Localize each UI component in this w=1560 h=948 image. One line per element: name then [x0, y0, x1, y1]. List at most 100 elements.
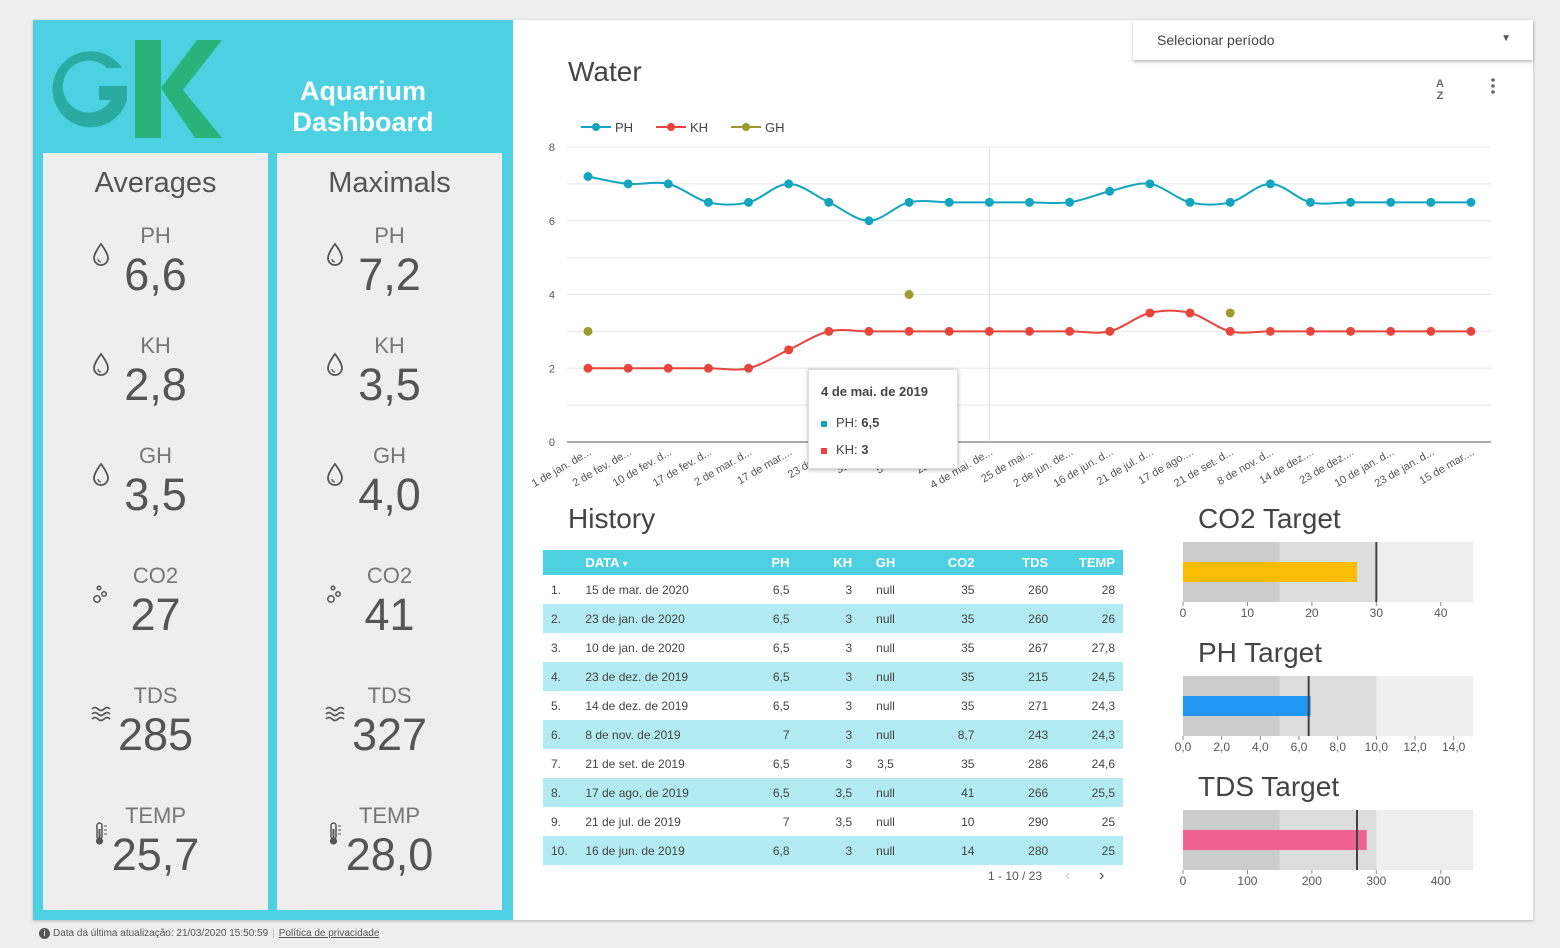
data-point-gh[interactable] [1225, 308, 1235, 318]
thermometer-icon [324, 821, 346, 847]
data-point-kh[interactable] [703, 363, 713, 373]
value-bar[interactable] [1183, 830, 1367, 850]
data-point-kh[interactable] [623, 363, 633, 373]
tick-label: 2,0 [1213, 740, 1230, 754]
data-point-ph[interactable] [824, 197, 834, 207]
data-point-kh[interactable] [1065, 326, 1075, 336]
data-point-ph[interactable] [663, 179, 673, 189]
cell-tds: 260 [1028, 582, 1049, 597]
row-index: 8. [543, 778, 576, 807]
data-point-kh[interactable] [944, 326, 954, 336]
data-point-ph[interactable] [944, 197, 954, 207]
table-row[interactable]: 7. 21 de set. de 2019 6,5 3 3,5 35 286 24,6 [543, 749, 1123, 778]
more-vertical-icon[interactable] [1483, 76, 1503, 96]
data-point-kh[interactable] [1105, 326, 1115, 336]
table-row[interactable]: 10. 16 de jun. de 2019 6,8 3 null 14 280 25 [543, 836, 1123, 865]
stat-ph: PH 7,2 [277, 223, 502, 333]
privacy-link[interactable]: Política de privacidade [278, 928, 380, 939]
cell-data: 16 de jun. de 2019 [575, 836, 727, 865]
data-point-kh[interactable] [1025, 326, 1034, 336]
data-point-ph[interactable] [744, 197, 754, 207]
data-point-ph[interactable] [984, 197, 994, 207]
data-point-ph[interactable] [904, 197, 914, 207]
data-point-ph[interactable] [1466, 197, 1476, 207]
stat-value: 327 [351, 709, 428, 760]
data-point-kh[interactable] [1265, 326, 1275, 336]
cell-kh: 3 [789, 720, 853, 749]
data-point-kh[interactable] [1346, 326, 1356, 336]
col-co2[interactable]: CO2 [918, 550, 975, 575]
tick-label: 200 [1302, 874, 1322, 888]
data-point-ph[interactable] [1265, 179, 1275, 189]
table-row[interactable]: 5. 14 de dez. de 2019 6,5 3 null 35 271 24,3 [543, 691, 1123, 720]
cell-gh: null [852, 836, 919, 865]
table-row[interactable]: 3. 10 de jan. de 2020 6,5 3 null 35 267 27,8 [543, 633, 1123, 662]
col-kh[interactable]: KH [789, 550, 853, 575]
data-point-gh[interactable] [904, 290, 914, 299]
data-point-ph[interactable] [703, 197, 713, 207]
tooltip-kh-value: 3 [861, 442, 869, 457]
data-point-kh[interactable] [583, 363, 593, 373]
data-point-kh[interactable] [784, 345, 794, 355]
dashboard-canvas: Aquarium Dashboard Averages PH 6,6 KH 2,8 GH… [33, 20, 1533, 920]
col-data[interactable]: DATA ▾ [575, 550, 727, 575]
data-point-gh[interactable] [583, 326, 593, 336]
data-point-kh[interactable] [824, 326, 834, 336]
value-bar[interactable] [1183, 562, 1357, 582]
table-row[interactable]: 6. 8 de nov. de 2019 7 3 null 8,7 243 24,3 [543, 720, 1123, 749]
col-ph[interactable]: PH [726, 550, 790, 575]
data-point-kh[interactable] [904, 326, 914, 336]
cell-tds: 290 [1028, 814, 1049, 829]
data-point-ph[interactable] [1225, 197, 1235, 207]
data-point-kh[interactable] [1426, 326, 1436, 336]
data-point-kh[interactable] [984, 326, 994, 336]
cell-tds: 260 [974, 604, 1049, 633]
data-point-ph[interactable] [1025, 197, 1034, 207]
legend-label-kh[interactable]: KH [690, 120, 708, 135]
legend-label-gh[interactable]: GH [765, 120, 785, 135]
cell-data: 23 de jan. de 2020 [575, 604, 727, 633]
table-row[interactable]: 1. 15 de mar. de 2020 6,5 3 null 35 260 28 [543, 575, 1123, 604]
tick-label: 100 [1237, 874, 1257, 888]
data-point-kh[interactable] [663, 363, 673, 373]
data-point-ph[interactable] [1386, 197, 1396, 207]
data-point-kh[interactable] [1225, 326, 1235, 336]
data-point-kh[interactable] [1305, 326, 1315, 336]
data-point-ph[interactable] [864, 216, 874, 226]
data-point-kh[interactable] [1145, 308, 1155, 318]
data-point-ph[interactable] [583, 172, 593, 181]
col-gh[interactable]: GH [852, 550, 919, 575]
data-point-ph[interactable] [1305, 197, 1315, 207]
data-point-kh[interactable] [744, 363, 754, 373]
period-select[interactable]: Selecionar período ▼ [1133, 20, 1533, 60]
data-point-ph[interactable] [1185, 197, 1195, 207]
data-point-ph[interactable] [1346, 197, 1356, 207]
cell-temp: 26 [1048, 604, 1123, 633]
cell-co2: 35 [961, 640, 975, 655]
data-point-kh[interactable] [864, 326, 874, 336]
cell-kh: 3 [789, 662, 853, 691]
caret-down-icon: ▼ [1501, 33, 1511, 44]
data-point-kh[interactable] [1386, 326, 1396, 336]
data-point-ph[interactable] [784, 179, 794, 189]
table-row[interactable]: 9. 21 de jul. de 2019 7 3,5 null 10 290 25 [543, 807, 1123, 836]
cell-co2: 35 [961, 756, 975, 771]
data-point-ph[interactable] [1105, 186, 1115, 196]
data-point-ph[interactable] [1145, 179, 1155, 189]
table-row[interactable]: 8. 17 de ago. de 2019 6,5 3,5 null 41 266 25,5 [543, 778, 1123, 807]
table-row[interactable]: 4. 23 de dez. de 2019 6,5 3 null 35 215 24,5 [543, 662, 1123, 691]
table-row[interactable]: 2. 23 de jan. de 2020 6,5 3 null 35 260 26 [543, 604, 1123, 633]
data-point-ph[interactable] [1065, 197, 1075, 207]
data-point-kh[interactable] [1185, 308, 1195, 318]
data-point-ph[interactable] [1426, 197, 1436, 207]
tick-label: 12,0 [1403, 740, 1427, 754]
legend-label-ph[interactable]: PH [615, 120, 633, 135]
pager-prev-button[interactable]: ‹ [1065, 867, 1071, 884]
data-point-ph[interactable] [623, 179, 633, 189]
data-point-kh[interactable] [1466, 326, 1476, 336]
value-bar[interactable] [1183, 696, 1311, 716]
col-tds[interactable]: TDS [974, 550, 1049, 575]
pager-next-button[interactable]: › [1099, 867, 1105, 884]
col-temp[interactable]: TEMP [1048, 550, 1123, 575]
